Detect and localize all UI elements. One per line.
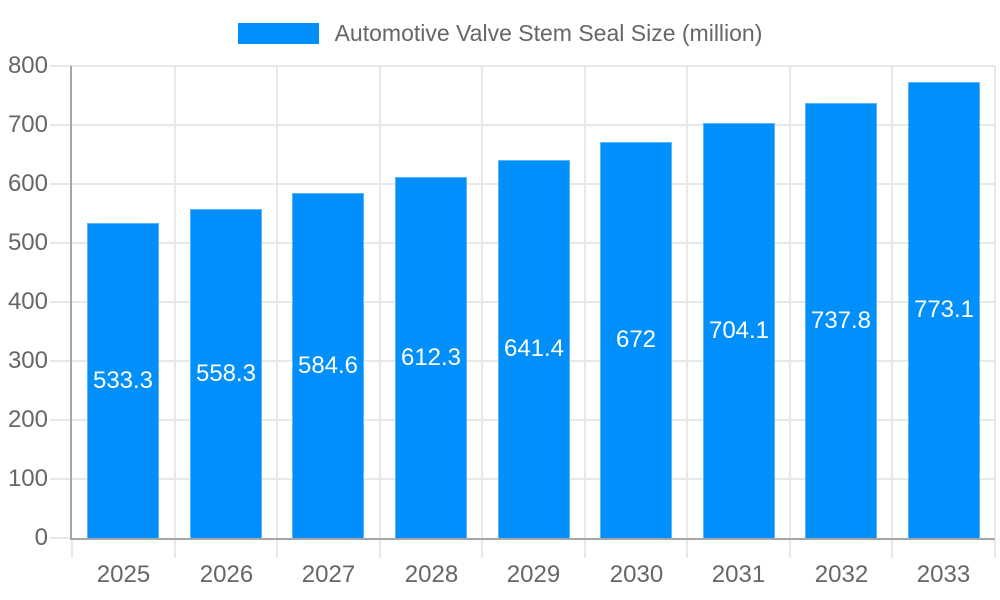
y-axis-tick (50, 537, 72, 539)
y-axis-tick (50, 478, 72, 480)
vertical-gridline (994, 66, 996, 538)
x-axis-label: 2031 (711, 561, 766, 588)
vertical-gridline (379, 66, 381, 538)
horizontal-gridline (72, 124, 995, 126)
x-axis-label: 2026 (199, 561, 254, 588)
y-axis-tick (50, 242, 72, 244)
x-axis-label: 2032 (814, 561, 869, 588)
vertical-gridline (891, 66, 893, 538)
x-axis-tick (71, 540, 73, 558)
bar-2025[interactable] (87, 223, 159, 538)
bar-value-label: 672 (615, 326, 657, 353)
x-axis-tick (686, 540, 688, 558)
x-axis-label: 2028 (404, 561, 459, 588)
vertical-gridline (276, 66, 278, 538)
bar-value-label: 773.1 (913, 296, 975, 323)
x-axis-label: 2027 (301, 561, 356, 588)
y-axis-label: 600 (7, 170, 48, 197)
bar-2026[interactable] (190, 209, 262, 538)
vertical-gridline (174, 66, 176, 538)
legend: Automotive Valve Stem Seal Size (million… (0, 20, 1000, 46)
y-axis-label: 300 (7, 347, 48, 374)
x-axis-tick (789, 540, 791, 558)
x-axis-tick (276, 540, 278, 558)
bar-value-label: 558.3 (195, 360, 257, 387)
y-axis-label: 200 (7, 406, 48, 433)
y-axis-tick (50, 301, 72, 303)
bar-value-label: 584.6 (297, 352, 359, 379)
vertical-gridline (686, 66, 688, 538)
x-axis-tick (891, 540, 893, 558)
bar-2029[interactable] (498, 160, 570, 538)
bar-2027[interactable] (292, 193, 364, 538)
y-axis-tick (50, 124, 72, 126)
bar-2031[interactable] (703, 123, 775, 538)
legend-color-swatch (237, 22, 319, 44)
legend-label: Automotive Valve Stem Seal Size (million… (334, 20, 763, 46)
y-axis-label: 700 (7, 111, 48, 138)
x-axis-tick (584, 540, 586, 558)
vertical-gridline (481, 66, 483, 538)
bar-value-label: 533.3 (92, 367, 154, 394)
y-axis-tick (50, 65, 72, 67)
bar-value-label: 641.4 (503, 335, 565, 362)
bar-2033[interactable] (908, 82, 980, 538)
y-axis-label: 100 (7, 465, 48, 492)
bar-2030[interactable] (600, 142, 672, 538)
bar-value-label: 612.3 (400, 344, 462, 371)
x-axis-tick (379, 540, 381, 558)
x-axis-label: 2025 (96, 561, 151, 588)
y-axis-tick (50, 360, 72, 362)
x-axis-tick (174, 540, 176, 558)
horizontal-gridline (72, 65, 995, 67)
y-axis-line (70, 66, 72, 540)
x-axis-tick (994, 540, 996, 558)
vertical-gridline (789, 66, 791, 538)
bar-2028[interactable] (395, 177, 467, 538)
y-axis-tick (50, 183, 72, 185)
y-axis-label: 500 (7, 229, 48, 256)
y-axis-label: 0 (34, 524, 48, 551)
x-axis-label: 2029 (506, 561, 561, 588)
legend-item[interactable]: Automotive Valve Stem Seal Size (million… (237, 20, 763, 46)
x-axis-line (70, 538, 995, 540)
bar-value-label: 704.1 (708, 317, 770, 344)
x-axis-label: 2030 (609, 561, 664, 588)
x-axis-tick (481, 540, 483, 558)
x-axis-label: 2033 (916, 561, 971, 588)
y-axis-label: 400 (7, 288, 48, 315)
y-axis-label: 800 (7, 52, 48, 79)
y-axis-tick (50, 419, 72, 421)
vertical-gridline (584, 66, 586, 538)
bar-value-label: 737.8 (810, 307, 872, 334)
bar-2032[interactable] (805, 103, 877, 538)
